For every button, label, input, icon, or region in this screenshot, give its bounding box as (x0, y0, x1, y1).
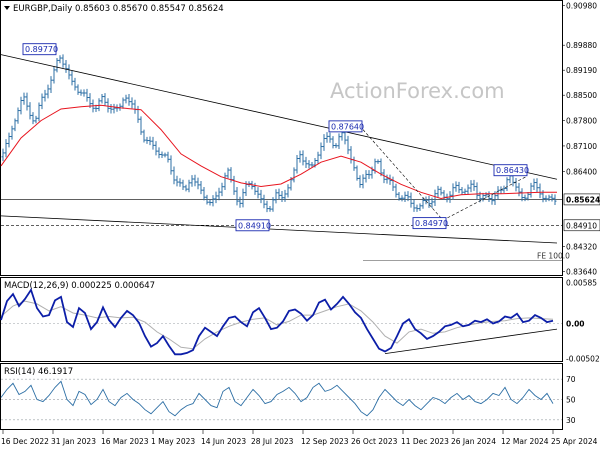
y-tick-label: 0.87800 (566, 117, 597, 126)
price-panel-title: EURGBP,Daily 0.85603 0.85670 0.85547 0.8… (13, 4, 224, 14)
macd-signal-line (0, 300, 554, 350)
rsi-y-tick-label: 70 (566, 375, 576, 384)
x-tick-label: 1 May 2023 (151, 437, 195, 446)
annotation-label: 0.86430 (496, 166, 529, 175)
annotation-label: 0.84910 (238, 221, 271, 230)
price-tag-label: 0.85624 (566, 195, 600, 204)
annotation-box (235, 219, 270, 232)
lower-channel-trendline (0, 215, 558, 244)
annotation-box (22, 43, 57, 56)
x-tick-label: 12 Sep 2023 (301, 437, 349, 446)
macd-panel (0, 277, 563, 362)
rsi-panel-title: RSI(14) 46.1917 (4, 367, 73, 377)
y-tick-label: 0.88500 (566, 91, 597, 100)
x-tick-label: 16 Dec 2022 (1, 437, 49, 446)
x-tick-label: 31 Jan 2023 (51, 437, 96, 446)
rsi-panel (0, 363, 563, 430)
price-tag-label: 0.84910 (566, 221, 597, 230)
y-tick-label: 0.89190 (566, 66, 597, 75)
x-tick-label: 12 Mar 2024 (501, 437, 549, 446)
dashed-projection-trendline (362, 129, 444, 221)
x-tick-label: 25 Apr 2024 (551, 437, 598, 446)
macd-panel-title: MACD(12,26,9) 0.000225 0.000647 (4, 281, 155, 291)
moving-average-line (0, 104, 557, 200)
price-tag (563, 219, 600, 232)
price-layer: FE 100.0 0.89770 0.87640 0.86430 0.84910 0.84… (0, 43, 570, 261)
macd-y-tick-label: 0.00585 (566, 279, 597, 288)
annotation-box (328, 120, 363, 133)
y-tick-label: 0.83640 (566, 267, 597, 276)
y-tick-label: 0.89880 (566, 41, 597, 50)
rsi-y-tick-label: 50 (566, 396, 576, 405)
annotation-label: 0.84970 (415, 219, 448, 228)
macd-trendline (384, 328, 558, 354)
annotation-label: 0.89770 (25, 45, 58, 54)
fe-label: FE 100.0 (537, 251, 570, 260)
watermark: ActionForex.com (330, 79, 505, 103)
annotation-label: 0.87640 (331, 122, 364, 131)
x-tick-label: 11 Dec 2023 (401, 437, 449, 446)
macd-line (0, 287, 554, 356)
annotation-box (412, 217, 447, 230)
x-tick-label: 28 Jul 2023 (251, 437, 294, 446)
macd-y-tick-label: 0.00 (566, 320, 585, 329)
y-tick-label: 0.84320 (566, 243, 597, 252)
rsi-line (0, 380, 554, 417)
dashed-rise-trendline (442, 176, 527, 221)
upper-channel-trendline (0, 54, 558, 180)
y-tick-label: 0.90980 (566, 1, 597, 10)
annotation-box (493, 164, 528, 177)
x-tick-label: 14 Jun 2023 (201, 437, 246, 446)
macd-layer (0, 287, 562, 356)
macd-y-tick-label: -0.005021 (566, 355, 600, 364)
price-panel (0, 0, 563, 276)
y-tick-label: 0.86400 (566, 167, 597, 176)
symbol-dropdown-icon[interactable] (4, 6, 10, 10)
x-tick-label: 26 Oct 2023 (351, 437, 398, 446)
price-tag (563, 193, 600, 206)
y-tick-label: 0.87100 (566, 142, 597, 151)
x-tick-label: 16 Mar 2023 (101, 437, 149, 446)
rsi-y-tick-label: 30 (566, 416, 576, 425)
x-tick-label: 26 Jan 2024 (451, 437, 496, 446)
rsi-layer (0, 378, 562, 421)
